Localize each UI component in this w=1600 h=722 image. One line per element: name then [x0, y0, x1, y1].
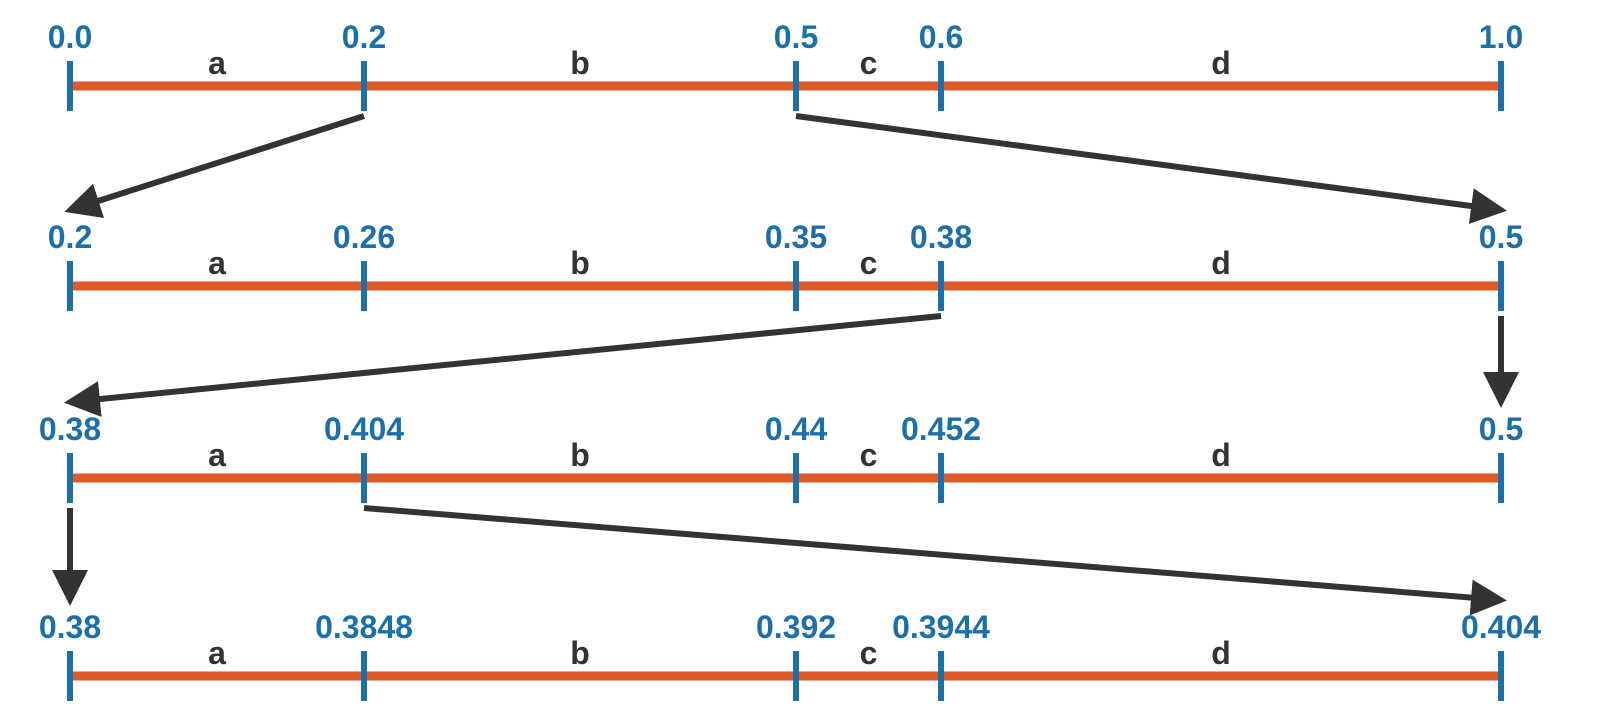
tick-label: 1.0	[1479, 19, 1523, 55]
tick-label: 0.2	[342, 19, 386, 55]
tick-label: 0.5	[1479, 411, 1523, 447]
segment-label-a: a	[208, 437, 226, 473]
tick-label: 0.38	[39, 411, 101, 447]
segment-label-d: d	[1211, 437, 1231, 473]
tick-label: 0.44	[765, 411, 827, 447]
tick-label: 0.26	[333, 219, 395, 255]
zoom-arrow	[363, 505, 1507, 616]
tick-label: 0.404	[1461, 609, 1541, 645]
segment-label-b: b	[570, 45, 590, 81]
segment-label-c: c	[860, 437, 878, 473]
zoom-arrow	[64, 113, 365, 219]
segment-label-b: b	[570, 437, 590, 473]
tick-label: 0.38	[39, 609, 101, 645]
tick-label: 0.404	[324, 411, 404, 447]
tick-label: 0.5	[774, 19, 818, 55]
segment-label-d: d	[1211, 45, 1231, 81]
number-line-row-3: 0.38 0.404 0.44 0.452 0.5 a b c d	[39, 411, 1523, 503]
number-line-row-1: 0.0 0.2 0.5 0.6 1.0 a b c d	[48, 19, 1523, 111]
segment-label-d: d	[1211, 245, 1231, 281]
segment-label-b: b	[570, 245, 590, 281]
segment-label-c: c	[860, 45, 878, 81]
segment-label-d: d	[1211, 635, 1231, 671]
zoom-arrow	[795, 113, 1507, 224]
segment-label-a: a	[208, 245, 226, 281]
zoom-arrow	[64, 313, 942, 417]
tick-label: 0.452	[901, 411, 981, 447]
tick-label: 0.6	[919, 19, 963, 55]
tick-label: 0.38	[910, 219, 972, 255]
number-line-row-4: 0.38 0.3848 0.392 0.3944 0.404 a b c d	[39, 609, 1541, 701]
tick-label: 0.3848	[315, 609, 413, 645]
segment-label-a: a	[208, 45, 226, 81]
segment-label-b: b	[570, 635, 590, 671]
segment-label-c: c	[860, 635, 878, 671]
number-line-row-2: 0.2 0.26 0.35 0.38 0.5 a b c d	[48, 219, 1523, 311]
tick-label: 0.5	[1479, 219, 1523, 255]
tick-label: 0.35	[765, 219, 827, 255]
tick-label: 0.392	[756, 609, 836, 645]
tick-label: 0.3944	[892, 609, 990, 645]
tick-label: 0.2	[48, 219, 92, 255]
segment-label-c: c	[860, 245, 878, 281]
segment-label-a: a	[208, 635, 226, 671]
tick-label: 0.0	[48, 19, 92, 55]
